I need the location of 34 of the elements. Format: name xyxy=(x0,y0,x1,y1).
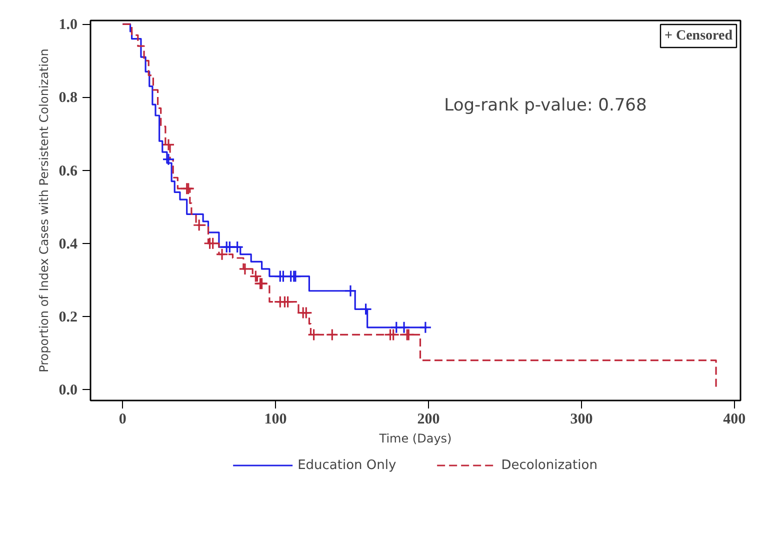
point xyxy=(326,328,338,342)
y-tick-label: 1.0 xyxy=(58,17,78,34)
point xyxy=(206,237,220,250)
y-tick-label: 0.4 xyxy=(58,236,78,252)
point xyxy=(162,153,175,166)
x-tick-label: 400 xyxy=(723,412,746,428)
point xyxy=(419,321,432,334)
y-tick-label: 0.0 xyxy=(58,382,78,399)
x-tick-label: 200 xyxy=(417,412,440,428)
x-axis-title: Time (Days) xyxy=(378,432,452,446)
x-tick-label: 100 xyxy=(264,412,287,428)
point xyxy=(307,328,320,342)
point xyxy=(249,270,262,283)
point xyxy=(162,138,175,152)
annotation: Log-rank p-value: 0.768 xyxy=(444,96,647,116)
y-tick-label: 0.8 xyxy=(58,90,78,106)
point xyxy=(281,296,294,308)
point xyxy=(359,302,372,316)
point xyxy=(216,248,228,261)
x-tick-label: 300 xyxy=(570,412,593,428)
y-axis-title: Proportion of Index Cases with Persistent Colonization xyxy=(36,48,51,372)
point xyxy=(231,240,244,254)
point xyxy=(238,262,252,276)
point xyxy=(344,284,357,298)
point xyxy=(387,328,400,342)
x-tick-label: 0 xyxy=(118,412,126,428)
legend-label: Education Only xyxy=(298,458,396,472)
point xyxy=(192,218,206,232)
y-tick-label: 0.6 xyxy=(58,163,78,180)
legend-label: Decolonization xyxy=(501,458,598,472)
y-tick-label: 0.2 xyxy=(58,309,78,326)
point xyxy=(300,306,312,320)
annotation: + Censored xyxy=(664,28,733,44)
point xyxy=(398,321,410,334)
